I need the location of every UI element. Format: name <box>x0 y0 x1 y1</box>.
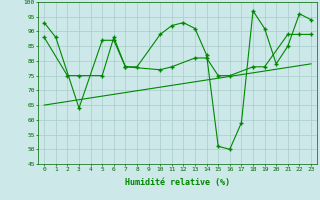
X-axis label: Humidité relative (%): Humidité relative (%) <box>125 178 230 187</box>
